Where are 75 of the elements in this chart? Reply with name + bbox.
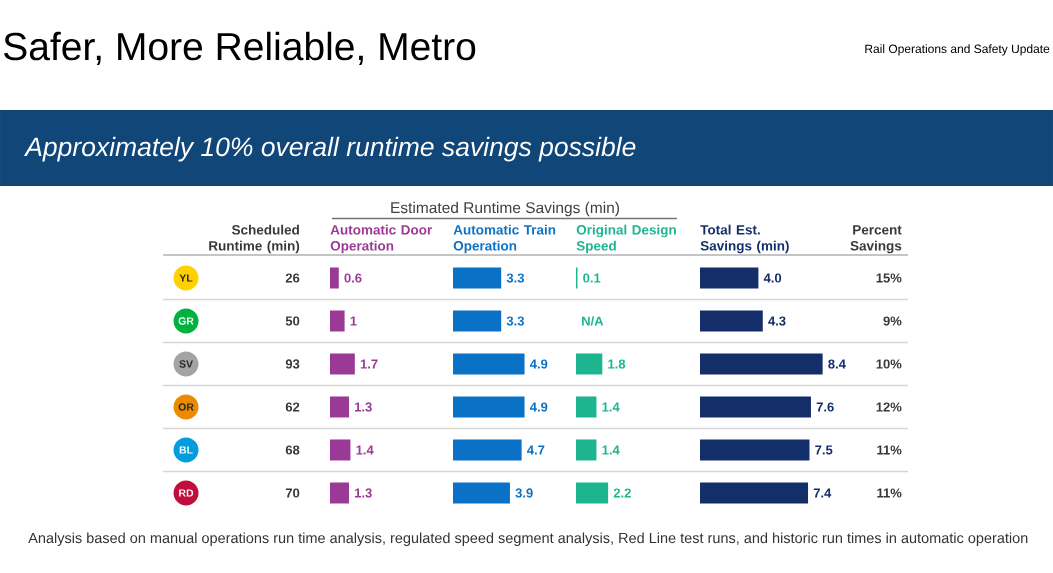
data-label: 2.2 <box>613 488 631 498</box>
chart-title: Original Design Speed <box>576 224 676 254</box>
bar <box>330 353 355 375</box>
data-label: 0.6 <box>344 273 362 283</box>
bar <box>576 482 609 504</box>
bar <box>576 439 597 461</box>
bar <box>330 482 349 504</box>
data-label: 9% <box>883 316 902 326</box>
bar <box>330 310 345 332</box>
data-label: 26 <box>285 273 300 283</box>
data-label: 4.0 <box>763 273 782 283</box>
data-label: 11% <box>877 488 902 498</box>
text: Safer, More Reliable, Metro <box>3 31 476 65</box>
data-label: 1.4 <box>602 445 620 455</box>
chart-title: Total Est. Savings (min) <box>700 224 789 254</box>
data-label: 1.8 <box>608 359 626 369</box>
data-label: 15% <box>876 273 902 283</box>
data-label: 1 <box>350 316 357 326</box>
category-label: GR <box>178 317 194 325</box>
bar <box>453 310 502 332</box>
bar <box>453 482 510 504</box>
bar <box>576 396 597 418</box>
text: N/A <box>582 316 604 326</box>
data-label: 1.3 <box>355 488 372 498</box>
data-label: 10% <box>876 359 902 369</box>
data-label: 93 <box>285 359 300 369</box>
category-label: YL <box>179 274 193 282</box>
text: Approximately 10% overall runtime savings possible <box>23 136 636 162</box>
data-label: 7.4 <box>813 488 832 498</box>
data-label: 1.7 <box>360 359 378 369</box>
data-label: 8.4 <box>828 359 846 369</box>
data-label: 11% <box>877 445 902 455</box>
bar <box>330 267 339 289</box>
bar <box>700 353 823 375</box>
text: Estimated Runtime Savings (min) <box>391 201 619 217</box>
text: Scheduled Runtime (min) <box>209 224 300 254</box>
data-label: 0.1 <box>583 273 601 283</box>
category-label: RD <box>179 489 194 497</box>
bar <box>700 482 809 504</box>
category-label: OR <box>178 403 194 411</box>
data-label: 70 <box>285 488 300 498</box>
chart-title: Automatic Door Operation <box>330 224 432 254</box>
bar <box>330 396 349 418</box>
text: Analysis based on manual operations run time analysis, regulated speed segment analysis, Red Line test runs, and historic run times in automatic operation <box>28 532 1028 546</box>
category-label: BL <box>179 446 193 454</box>
bar <box>700 267 759 289</box>
bar <box>700 439 810 461</box>
bar <box>576 353 603 375</box>
data-label: 50 <box>285 316 300 326</box>
bar <box>453 267 502 289</box>
data-label: 68 <box>285 445 300 455</box>
data-label: 62 <box>285 402 300 412</box>
data-label: 3.9 <box>515 488 533 498</box>
bar <box>700 310 763 332</box>
data-label: 1.4 <box>356 445 374 455</box>
data-label: 3.3 <box>506 273 524 283</box>
category-label: SV <box>179 360 193 368</box>
bar <box>330 439 351 461</box>
text: Percent Savings <box>850 225 902 254</box>
data-label: 3.3 <box>506 316 524 326</box>
bar <box>700 396 811 418</box>
data-label: 4.3 <box>768 316 786 326</box>
data-label: 7.6 <box>816 402 834 412</box>
data-label: 12% <box>876 402 902 412</box>
data-label: 1.3 <box>355 402 372 412</box>
data-label: 4.7 <box>527 445 545 455</box>
data-label: 7.5 <box>815 445 833 455</box>
data-label: 4.9 <box>529 402 548 412</box>
chart-title: Automatic Train Operation <box>453 224 556 254</box>
data-label: 1.4 <box>602 402 620 412</box>
bar <box>453 439 522 461</box>
bar <box>453 353 525 375</box>
bar <box>453 396 525 418</box>
text: Rail Operations and Safety Update <box>865 44 1050 56</box>
data-label: 4.9 <box>529 359 548 369</box>
